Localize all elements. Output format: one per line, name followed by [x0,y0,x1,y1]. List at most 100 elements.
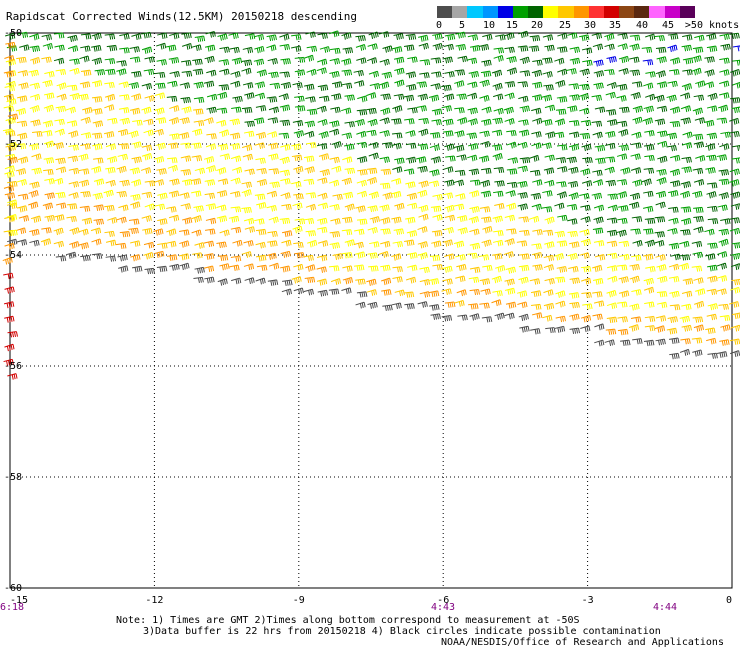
barb-shaft [706,33,716,37]
wind-barb [480,70,492,78]
barb-flag [58,59,61,65]
barb-flag [622,96,625,102]
barb-flag [473,82,476,88]
barb-flag [577,144,580,150]
barb-flag [676,58,679,64]
barb-flag [26,32,29,38]
wind-barb [55,105,66,113]
barb-flag [315,46,318,52]
wind-barb [681,142,693,149]
barb-flag [434,34,437,40]
wind-barb [618,55,630,64]
barb-shaft [192,128,202,133]
wind-barb [332,193,343,201]
barb-flag [388,107,391,114]
barb-flag [23,179,26,186]
barb-flag [349,122,351,128]
wind-barb [456,93,467,100]
wind-barb [193,108,204,115]
barb-shaft [381,71,391,75]
barb-shaft [567,180,577,184]
barb-flag [476,180,479,186]
barb-flag [6,95,9,102]
barb-flag [185,156,188,162]
wind-barb [168,57,180,64]
barb-flag [535,46,538,52]
barb-shaft [354,118,364,123]
barb-shaft [143,118,153,122]
barb-flag [431,171,434,177]
wind-barb [194,167,205,175]
barb-flag [349,205,352,211]
barb-flag [243,208,246,214]
barb-flag [375,168,378,174]
barb-flag [685,182,688,188]
barb-shaft [568,131,578,135]
barb-flag [514,130,517,136]
barb-shaft [656,56,666,60]
barb-flag [573,121,576,127]
barb-flag [461,170,464,176]
barb-flag [512,203,515,209]
barb-shaft [467,81,477,85]
barb-flag [135,142,138,149]
wind-barb [531,142,542,150]
wind-barb [354,80,365,87]
wind-barb [28,69,39,77]
barb-flag [247,121,250,127]
barb-flag [346,83,349,89]
barb-flag [150,46,153,53]
barb-flag [487,168,490,174]
barb-flag [263,81,266,87]
wind-barb [294,95,305,102]
barb-flag [24,179,27,185]
barb-flag [535,144,538,150]
barb-flag [611,157,614,163]
barb-flag [60,106,63,113]
barb-flag [639,167,642,173]
colorbar-label: >50 knots [684,20,740,31]
barb-shaft [481,118,491,122]
barb-shaft [67,34,77,39]
barb-shaft [5,80,15,85]
barb-flag [572,157,575,163]
barb-flag [21,206,24,212]
barb-flag [273,169,276,175]
wind-barb [157,192,168,200]
barb-shaft [531,203,541,208]
barb-flag [447,57,450,63]
barb-flag [470,109,473,115]
wind-barb [279,156,290,164]
barb-flag [296,204,299,210]
barb-shaft [141,83,151,87]
barb-flag [689,45,692,51]
barb-flag [595,61,598,67]
barb-flag [187,169,190,175]
barb-flag [674,181,677,187]
barb-flag [84,82,87,88]
barb-shaft [580,204,590,208]
barb-flag [412,95,415,101]
barb-flag [474,46,477,52]
barb-flag [175,106,178,112]
wind-barb [254,81,266,89]
barb-flag [409,131,412,137]
barb-flag [22,57,25,63]
barb-flag [585,108,588,114]
barb-flag [301,57,304,63]
wind-barb [716,154,728,162]
barb-shaft [432,194,442,197]
barb-flag [295,35,298,41]
barb-flag [363,169,366,175]
barb-flag [297,167,300,173]
barb-flag [157,83,160,89]
barb-flag [347,33,350,39]
wind-barb [466,92,478,100]
wind-barb [216,204,227,212]
wind-barb [80,191,91,198]
barb-flag [522,46,525,52]
wind-barb [116,68,127,76]
barb-flag [44,81,47,88]
barb-flag [122,206,125,212]
